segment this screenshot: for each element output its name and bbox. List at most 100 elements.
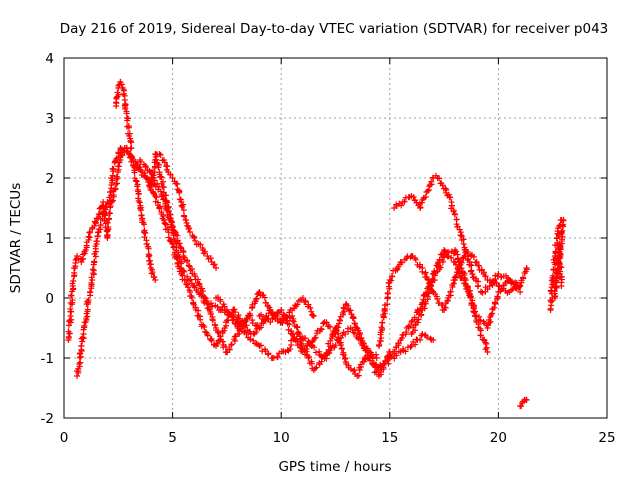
data-point-marker xyxy=(456,258,463,265)
data-point-marker xyxy=(436,262,443,269)
data-point-marker xyxy=(127,138,134,145)
data-point-marker xyxy=(291,334,298,341)
data-point-marker xyxy=(414,319,421,326)
data-point-marker xyxy=(310,313,317,319)
x-tick-label: 0 xyxy=(60,430,69,446)
data-point-marker xyxy=(256,289,263,295)
data-point-marker xyxy=(475,262,482,269)
data-point-marker xyxy=(556,259,563,266)
data-point-marker xyxy=(134,183,141,190)
data-point-marker xyxy=(294,324,301,331)
data-point-marker xyxy=(488,312,495,319)
data-point-marker xyxy=(180,267,187,274)
data-point-marker xyxy=(133,178,140,185)
data-point-marker xyxy=(517,289,524,295)
data-point-marker xyxy=(493,279,500,286)
data-point-marker xyxy=(280,313,287,320)
data-point-marker xyxy=(491,299,498,306)
data-point-marker xyxy=(523,397,530,403)
data-point-marker xyxy=(325,346,332,353)
x-tick-label: 5 xyxy=(168,430,177,446)
data-point-marker xyxy=(153,151,160,158)
data-point-marker xyxy=(408,343,415,349)
data-point-marker xyxy=(70,277,77,284)
data-point-marker xyxy=(161,159,168,166)
data-point-marker xyxy=(128,139,135,146)
data-point-marker xyxy=(523,265,530,271)
data-point-marker xyxy=(484,349,491,355)
data-point-marker xyxy=(318,358,325,365)
data-point-marker xyxy=(335,324,342,331)
data-point-marker xyxy=(412,341,419,348)
data-point-marker xyxy=(104,219,111,226)
data-point-marker xyxy=(112,158,119,165)
data-point-marker xyxy=(115,150,122,157)
data-point-marker xyxy=(289,317,296,324)
data-point-marker xyxy=(557,244,564,251)
data-point-marker xyxy=(290,330,297,337)
data-point-marker xyxy=(479,289,486,296)
data-point-marker xyxy=(261,294,268,301)
data-point-marker xyxy=(222,344,229,351)
data-point-marker xyxy=(191,272,198,279)
data-point-marker xyxy=(379,319,386,326)
data-point-marker xyxy=(340,304,347,311)
data-point-marker xyxy=(286,321,293,328)
data-point-marker xyxy=(400,332,407,339)
y-tick-label: 1 xyxy=(45,231,54,247)
data-point-marker xyxy=(204,332,211,339)
data-point-marker xyxy=(185,225,192,232)
data-point-marker xyxy=(418,311,425,318)
data-point-marker xyxy=(78,342,85,349)
data-point-marker xyxy=(376,341,383,348)
data-point-marker xyxy=(298,335,305,342)
data-point-marker xyxy=(350,367,357,374)
data-point-marker xyxy=(402,194,409,201)
data-point-marker xyxy=(553,275,560,282)
data-point-marker xyxy=(128,153,135,160)
data-point-marker xyxy=(412,256,419,263)
data-point-marker xyxy=(558,283,565,289)
data-point-marker xyxy=(509,278,516,285)
x-axis-label: GPS time / hours xyxy=(278,459,391,475)
grid xyxy=(64,58,607,418)
data-point-marker xyxy=(267,319,274,325)
y-tick-label: 2 xyxy=(45,171,54,187)
data-point-marker xyxy=(235,312,242,319)
data-point-marker xyxy=(407,343,414,350)
data-point-marker xyxy=(170,230,177,237)
data-point-marker xyxy=(176,196,183,203)
data-point-marker xyxy=(161,220,168,227)
data-point-marker xyxy=(312,334,319,341)
data-point-marker xyxy=(278,307,285,314)
data-point-marker xyxy=(401,198,408,205)
data-point-marker xyxy=(560,223,567,230)
data-point-marker xyxy=(312,365,319,372)
data-point-marker xyxy=(397,259,404,265)
data-point-marker xyxy=(167,171,174,178)
data-point-marker xyxy=(247,336,254,343)
data-point-marker xyxy=(410,193,417,200)
data-point-marker xyxy=(149,169,156,176)
data-points xyxy=(65,78,567,410)
data-point-marker xyxy=(187,276,194,283)
data-point-marker xyxy=(84,306,91,313)
data-point-marker xyxy=(296,331,303,338)
data-point-marker xyxy=(457,261,464,268)
data-point-marker xyxy=(272,316,279,323)
data-point-marker xyxy=(470,308,477,315)
data-point-marker xyxy=(164,199,171,206)
data-point-marker xyxy=(558,264,565,271)
data-point-marker xyxy=(164,226,171,233)
data-point-marker xyxy=(427,285,434,292)
data-point-marker xyxy=(412,327,419,334)
data-point-marker xyxy=(470,253,477,260)
data-point-marker xyxy=(373,351,380,358)
data-point-marker xyxy=(239,321,246,328)
data-point-marker xyxy=(225,308,232,315)
data-point-marker xyxy=(484,286,491,293)
data-point-marker xyxy=(336,320,343,327)
data-point-marker xyxy=(87,289,94,296)
data-point-marker xyxy=(87,229,94,235)
data-point-marker xyxy=(339,332,346,339)
